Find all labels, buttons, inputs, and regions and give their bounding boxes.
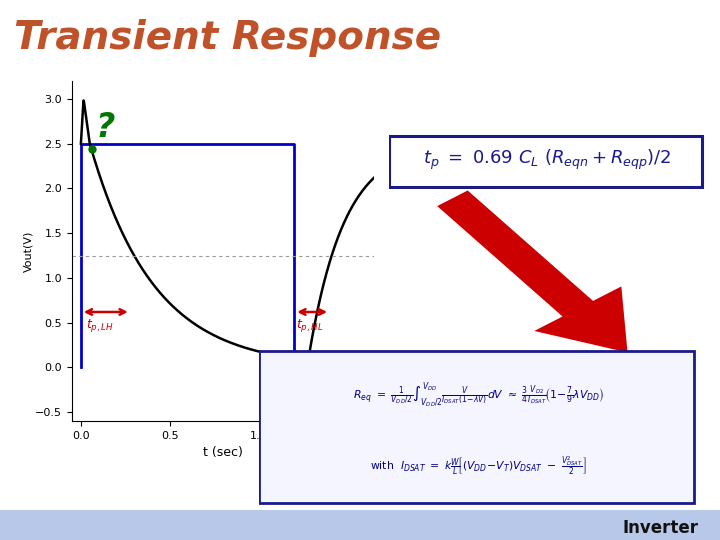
Text: Transient Response: Transient Response xyxy=(14,19,441,57)
Text: $R_{eq}\ =\ \frac{1}{V_{DD}/2}\int_{V_{DD}/2}^{V_{DD}}\frac{V}{I_{DSAT}(1\!-\!\l: $R_{eq}\ =\ \frac{1}{V_{DD}/2}\int_{V_{D… xyxy=(354,381,604,410)
X-axis label: t (sec): t (sec) xyxy=(203,447,243,460)
Text: $t_{p,HL}$: $t_{p,HL}$ xyxy=(296,317,324,334)
Text: Inverter: Inverter xyxy=(622,519,698,537)
Y-axis label: Vout(V): Vout(V) xyxy=(24,231,34,272)
Polygon shape xyxy=(437,191,628,353)
Text: ?: ? xyxy=(95,111,114,144)
FancyBboxPatch shape xyxy=(259,352,694,503)
FancyBboxPatch shape xyxy=(389,136,703,187)
Text: $t_p\ =\ 0.69\ C_L\ (R_{eqn}+R_{eqp})/2$: $t_p\ =\ 0.69\ C_L\ (R_{eqn}+R_{eqp})/2$ xyxy=(423,147,671,172)
Text: $t_{p,LH}$: $t_{p,LH}$ xyxy=(86,317,114,334)
Text: with $\ I_{DSAT}\ =\ k\frac{W}{L}\!\left[(V_{DD}\!-\!V_T)V_{DSAT}\ -\ \frac{V_{D: with $\ I_{DSAT}\ =\ k\frac{W}{L}\!\left… xyxy=(371,455,587,477)
